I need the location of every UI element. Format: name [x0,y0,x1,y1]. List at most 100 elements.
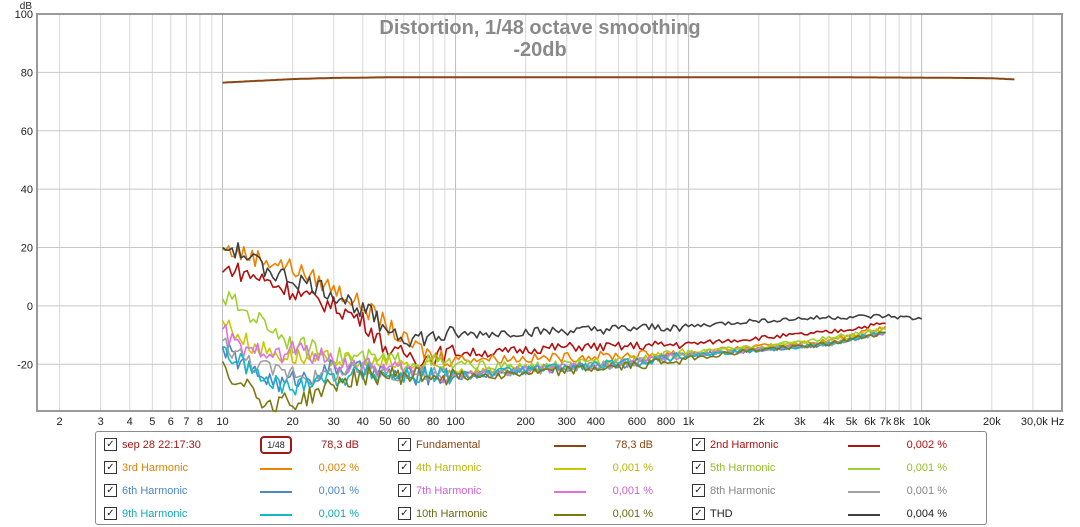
legend-swatch [554,514,586,516]
legend-swatch [848,445,880,447]
legend-value: 0,001 % [612,508,653,520]
chart-subtitle: -20db [513,39,566,61]
legend-value: 0,002 % [906,439,947,451]
x-tick-label: 30,0k Hz [1021,416,1064,428]
series-line-thd [222,242,923,348]
legend-panel: ✓ sep 28 22:17:30 1/48 78,3 dB ✓ Fundamental 7… [95,431,987,525]
legend-label: THD [710,508,733,520]
x-tick-label: 3k [794,416,806,428]
legend-swatch [848,514,880,516]
y-tick-label: 80 [21,67,33,79]
legend-label: 8th Harmonic [710,485,776,497]
legend-item-sep-28-22-17-30[interactable]: ✓ sep 28 22:17:30 1/48 78,3 dB [104,436,390,454]
legend-checkbox[interactable]: ✓ [692,438,705,451]
x-tick-label: 6 [168,416,174,428]
x-tick-label: 7k [880,416,892,428]
x-tick-label: 2 [57,416,63,428]
series-line-9th-harmonic [222,331,886,396]
legend-item-thd[interactable]: ✓ THD 0,004 % [692,505,978,523]
x-tick-label: 8 [197,416,203,428]
legend-label: Fundamental [416,439,481,451]
legend-label: 10th Harmonic [416,508,488,520]
legend-item-3rd-harmonic[interactable]: ✓ 3rd Harmonic 0,002 % [104,459,390,477]
y-axis-label: dB [20,1,33,12]
y-tick-label: 20 [21,243,33,255]
x-tick-label: 40 [357,416,369,428]
legend-label: 2nd Harmonic [710,439,779,451]
legend-item-4th-harmonic[interactable]: ✓ 4th Harmonic 0,001 % [398,459,684,477]
legend-checkbox[interactable]: ✓ [692,507,705,520]
legend-swatch [260,514,292,516]
plot-area [37,14,1062,411]
x-tick-label: 10k [913,416,931,428]
legend-item-2nd-harmonic[interactable]: ✓ 2nd Harmonic 0,002 % [692,436,978,454]
legend-checkbox[interactable]: ✓ [692,461,705,474]
legend-checkbox[interactable]: ✓ [398,507,411,520]
legend-item-8th-harmonic[interactable]: ✓ 8th Harmonic 0,001 % [692,482,978,500]
legend-value: 0,001 % [906,462,947,474]
x-tick-label: 100 [446,416,464,428]
x-tick-label: 4 [127,416,133,428]
legend-checkbox[interactable]: ✓ [104,438,117,451]
plot-frame [36,13,1063,412]
legend-checkbox[interactable]: ✓ [104,484,117,497]
legend-value: 0,001 % [318,485,359,497]
x-tick-label: 5k [846,416,858,428]
legend-label: 5th Harmonic [710,462,776,474]
y-tick-label: -20 [17,359,33,371]
chart-title: Distortion, 1/48 octave smoothing [379,17,700,39]
x-tick-label: 7 [183,416,189,428]
x-tick-label: 8k [893,416,905,428]
legend-value: 0,001 % [612,462,653,474]
legend-checkbox[interactable]: ✓ [104,461,117,474]
legend-label: sep 28 22:17:30 [122,439,201,451]
series-line-8th-harmonic [221,331,886,388]
legend-item-10th-harmonic[interactable]: ✓ 10th Harmonic 0,001 % [398,505,684,523]
legend-swatch [554,468,586,470]
legend-item-fundamental[interactable]: ✓ Fundamental 78,3 dB [398,436,684,454]
x-tick-label: 600 [628,416,646,428]
legend-value: 0,001 % [906,485,947,497]
x-tick-label: 4k [823,416,835,428]
x-tick-label: 80 [427,416,439,428]
legend-label: 3rd Harmonic [122,462,189,474]
legend-value: 0,001 % [612,485,653,497]
x-tick-label: 60 [398,416,410,428]
legend-value: 0,001 % [318,508,359,520]
x-tick-label: 20k [983,416,1001,428]
x-tick-label: 200 [517,416,535,428]
legend-checkbox[interactable]: ✓ [104,507,117,520]
y-tick-label: 100 [15,9,33,21]
x-tick-label: 5 [149,416,155,428]
legend-item-6th-harmonic[interactable]: ✓ 6th Harmonic 0,001 % [104,482,390,500]
x-tick-label: 3 [98,416,104,428]
legend-value: 0,002 % [318,462,359,474]
legend-checkbox[interactable]: ✓ [398,438,411,451]
legend-value: 78,3 dB [615,439,653,451]
legend-item-5th-harmonic[interactable]: ✓ 5th Harmonic 0,001 % [692,459,978,477]
legend-swatch [554,445,586,447]
x-tick-label: 10 [216,416,228,428]
x-tick-label: 20 [287,416,299,428]
smoothing-badge[interactable]: 1/48 [260,436,292,454]
series-line-2nd-harmonic [221,262,886,368]
legend-checkbox[interactable]: ✓ [398,461,411,474]
legend-label: 6th Harmonic [122,485,188,497]
x-tick-label: 300 [558,416,576,428]
y-tick-label: 40 [21,184,33,196]
x-tick-label: 2k [753,416,765,428]
legend-checkbox[interactable]: ✓ [692,484,705,497]
x-tick-label: 6k [864,416,876,428]
y-tick-label: 60 [21,126,33,138]
x-tick-label: 50 [379,416,391,428]
legend-item-9th-harmonic[interactable]: ✓ 9th Harmonic 0,001 % [104,505,390,523]
x-tick-label: 400 [587,416,605,428]
legend-swatch [848,468,880,470]
legend-checkbox[interactable]: ✓ [398,484,411,497]
legend-label: 9th Harmonic [122,508,188,520]
y-tick-label: 0 [27,301,33,313]
legend-item-7th-harmonic[interactable]: ✓ 7th Harmonic 0,001 % [398,482,684,500]
legend-swatch [848,491,880,493]
legend-value: 78,3 dB [321,439,359,451]
